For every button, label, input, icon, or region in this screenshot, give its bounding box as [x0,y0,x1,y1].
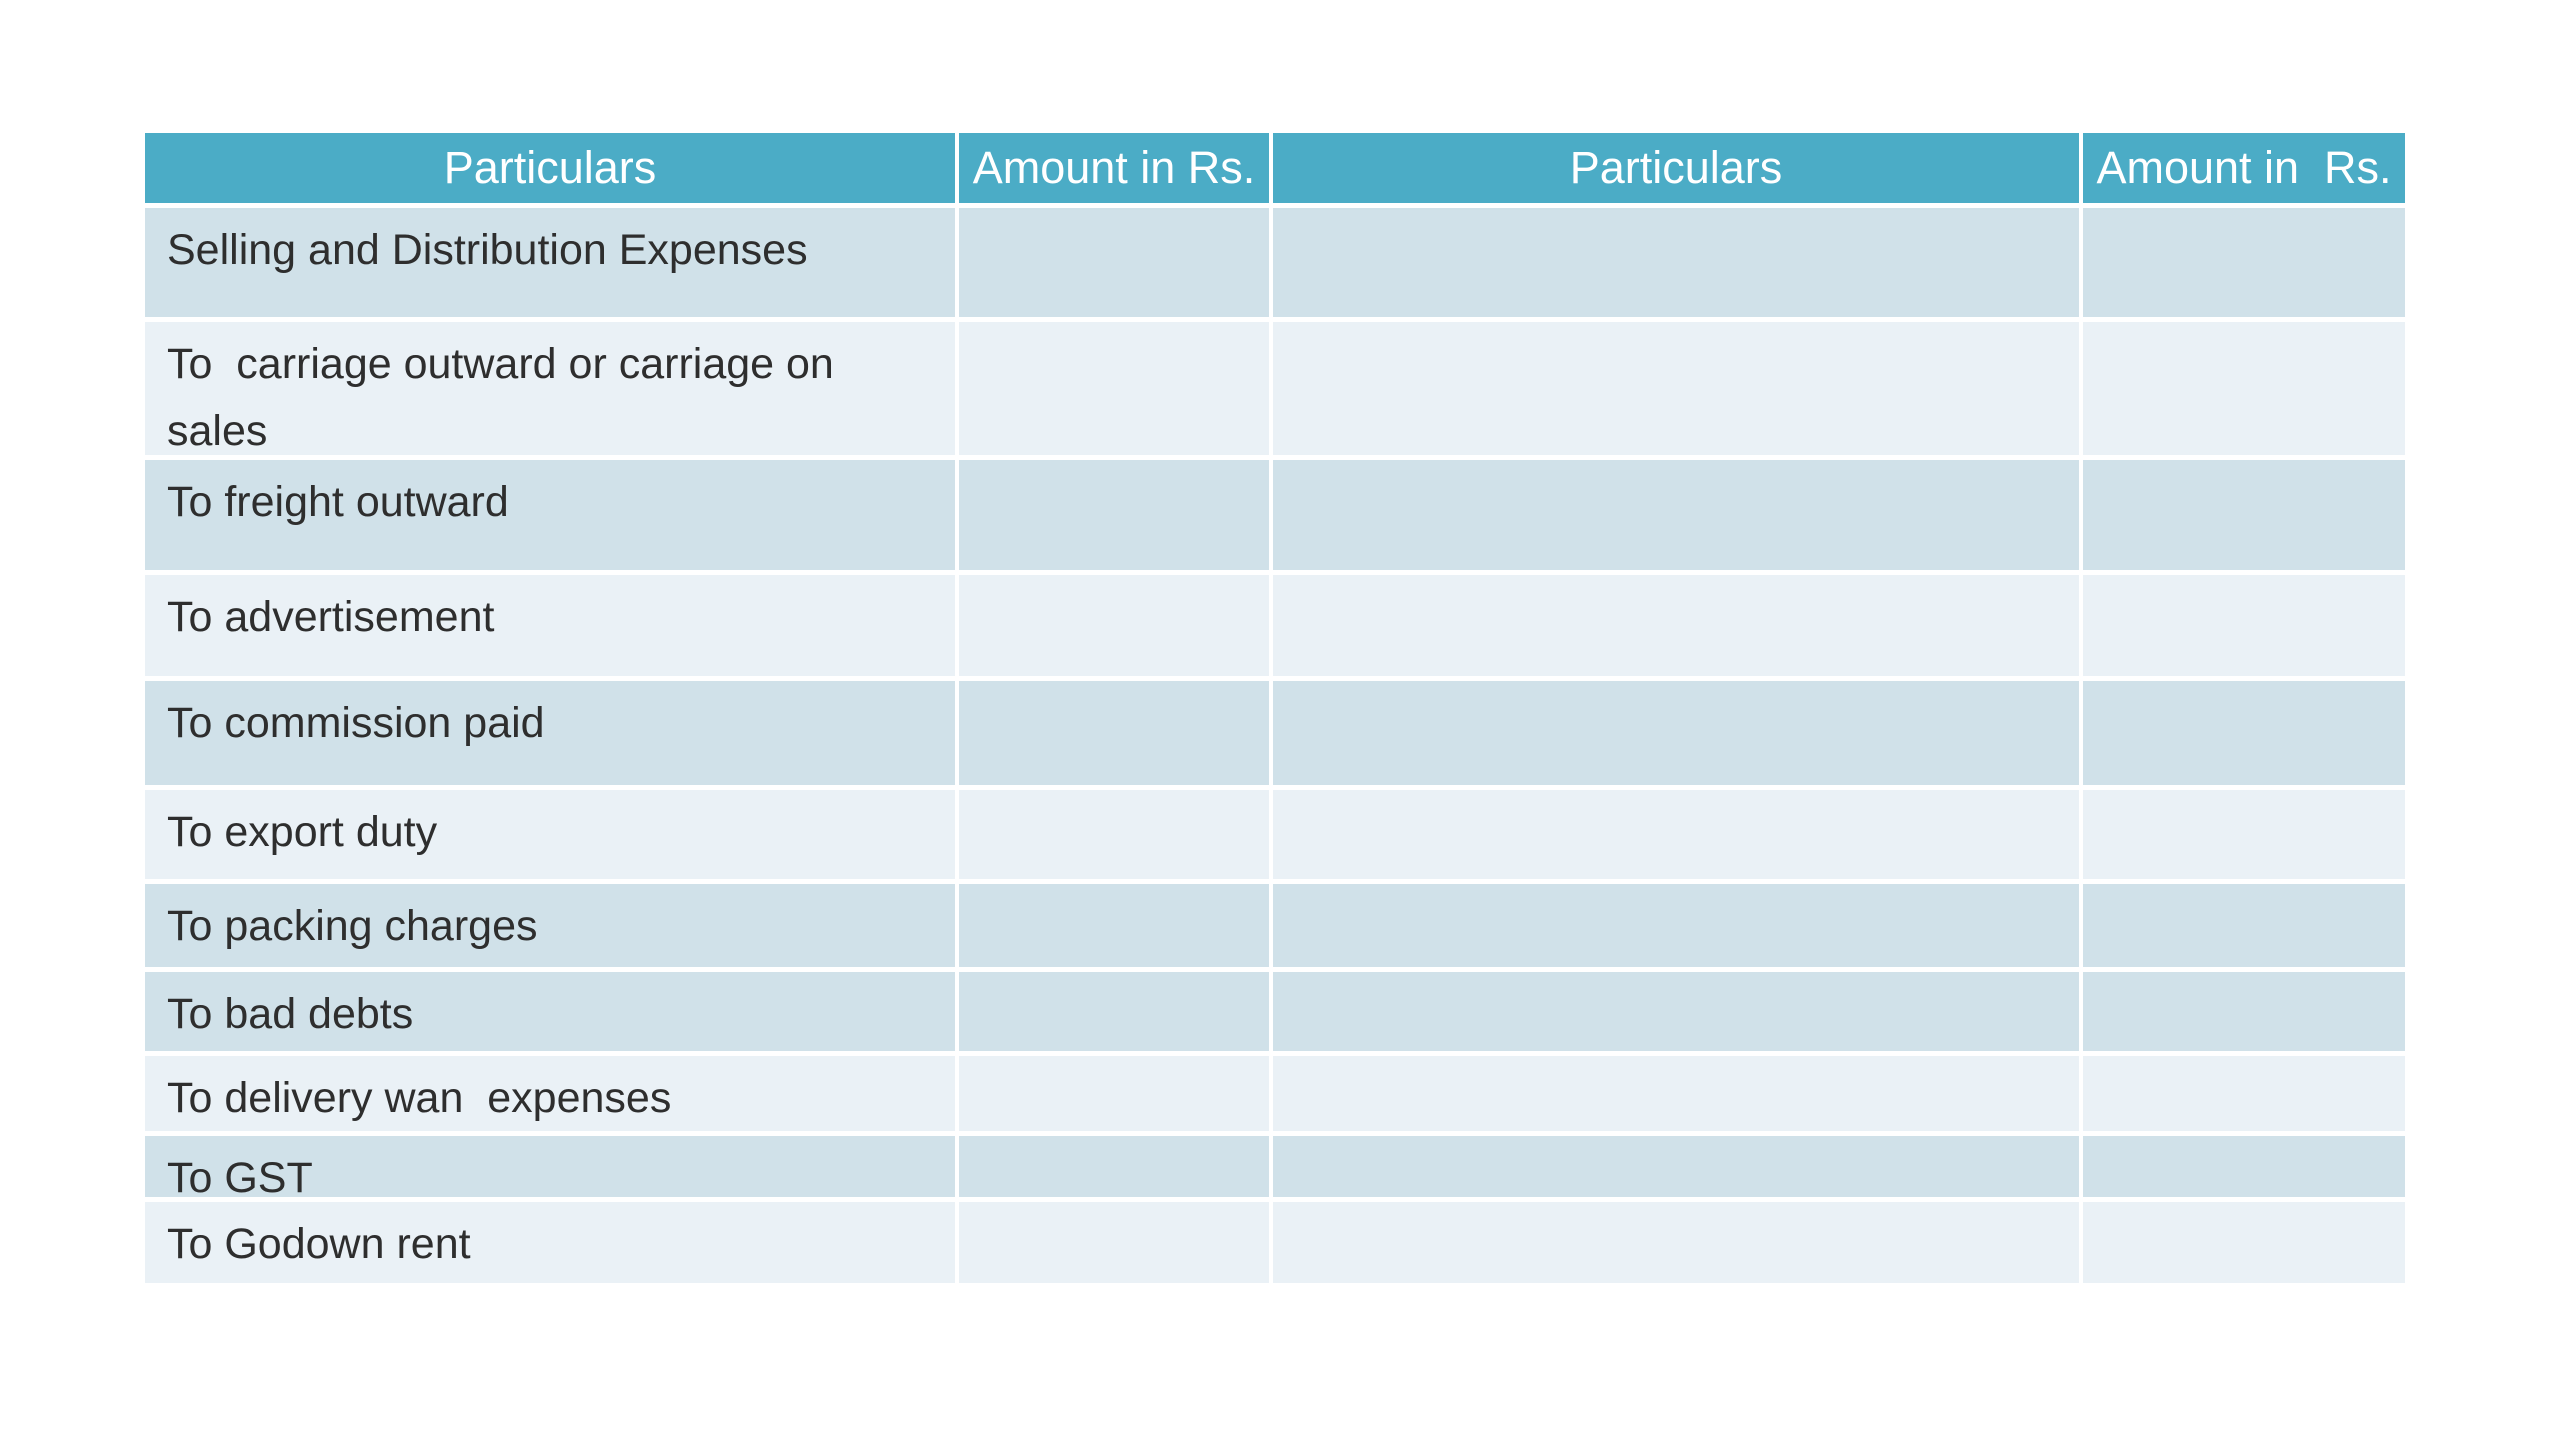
cell-amount-left [959,1056,1269,1131]
cell-particulars-left: To freight outward [145,460,955,570]
cell-particulars-right [1273,972,2079,1051]
cell-amount-right [2083,1136,2405,1197]
cell-amount-right [2083,208,2405,317]
header-cell-particulars-left: Particulars [145,133,955,203]
header-cell-amount-left: Amount in Rs. [959,133,1269,203]
cell-amount-left [959,884,1269,967]
cell-amount-left [959,681,1269,785]
cell-particulars-left: To packing charges [145,884,955,967]
cell-amount-right [2083,1056,2405,1131]
cell-particulars-right [1273,460,2079,570]
cell-particulars-right [1273,790,2079,879]
cell-amount-left [959,972,1269,1051]
cell-amount-left [959,790,1269,879]
cell-amount-left [959,208,1269,317]
header-cell-particulars-right: Particulars [1273,133,2079,203]
cell-particulars-left: To export duty [145,790,955,879]
cell-particulars-right [1273,681,2079,785]
cell-particulars-right [1273,1056,2079,1131]
cell-amount-left [959,1202,1269,1283]
cell-particulars-left: Selling and Distribution Expenses [145,208,955,317]
cell-amount-right [2083,681,2405,785]
cell-amount-right [2083,575,2405,676]
header-cell-amount-right: Amount in Rs. [2083,133,2405,203]
cell-particulars-left: To commission paid [145,681,955,785]
cell-particulars-right [1273,884,2079,967]
cell-particulars-left: To Godown rent [145,1202,955,1283]
cell-particulars-right [1273,1202,2079,1283]
cell-amount-right [2083,790,2405,879]
cell-particulars-right [1273,322,2079,455]
cell-particulars-right [1273,1136,2079,1197]
expenses-table: Particulars Amount in Rs. Particulars Am… [145,133,2405,1283]
cell-particulars-right [1273,575,2079,676]
cell-amount-right [2083,322,2405,455]
cell-particulars-left: To GST [145,1136,955,1197]
cell-amount-left [959,575,1269,676]
cell-particulars-left: To advertisement [145,575,955,676]
cell-particulars-left: To carriage outward or carriage on sales [145,322,955,455]
cell-amount-right [2083,972,2405,1051]
cell-particulars-left: To delivery wan expenses [145,1056,955,1131]
cell-amount-left [959,460,1269,570]
cell-amount-right [2083,884,2405,967]
cell-amount-right [2083,460,2405,570]
cell-amount-right [2083,1202,2405,1283]
cell-amount-left [959,1136,1269,1197]
cell-particulars-right [1273,208,2079,317]
cell-particulars-left: To bad debts [145,972,955,1051]
cell-amount-left [959,322,1269,455]
